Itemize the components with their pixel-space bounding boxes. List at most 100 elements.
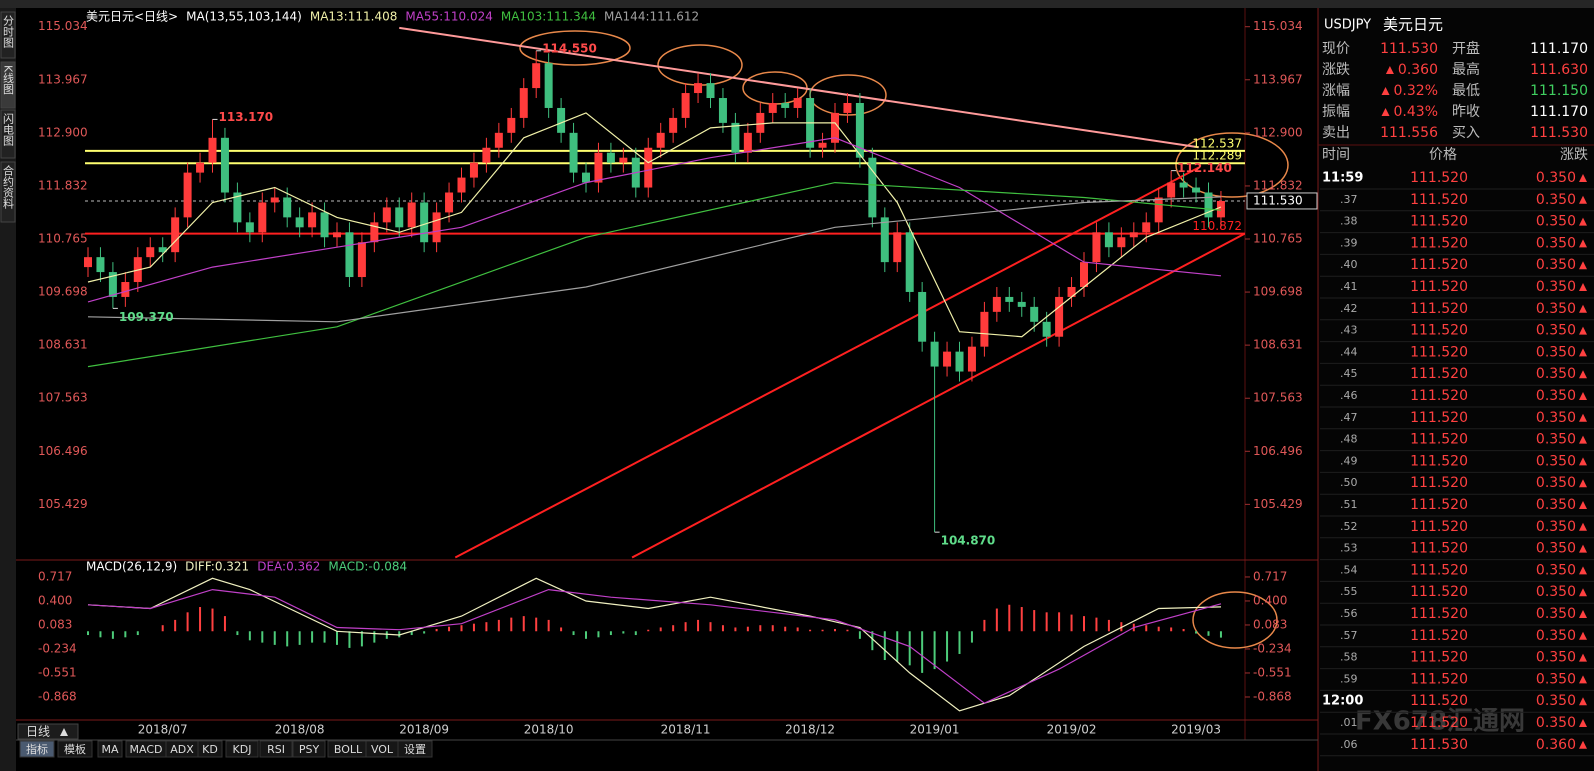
tick-change: 0.350	[1536, 432, 1576, 448]
bottom-tab-label[interactable]: KDJ	[233, 743, 252, 756]
candle-body	[258, 202, 267, 233]
quote-label: 振幅	[1322, 104, 1350, 120]
chart-title: MACD(26,12,9)	[86, 560, 177, 574]
candle-body	[108, 272, 117, 297]
quote-value: 0.360	[1398, 62, 1438, 78]
up-arrow	[1579, 174, 1587, 182]
tick-time: .48	[1340, 433, 1358, 446]
tick-time: .40	[1340, 258, 1358, 271]
bottom-tab[interactable]	[292, 740, 326, 758]
period-tab[interactable]: 日线	[26, 725, 50, 739]
up-arrow	[1579, 326, 1587, 335]
bottom-tab-label[interactable]: MA	[101, 743, 118, 756]
tick-price: 111.520	[1410, 279, 1468, 295]
annotation-label: 112.140	[1177, 161, 1232, 175]
sidebar-tab[interactable]	[0, 161, 16, 223]
last-price-label: 111.530	[1253, 193, 1303, 207]
period-arrow[interactable]	[60, 728, 68, 736]
candle-body	[308, 212, 317, 228]
tick-price: 111.520	[1410, 192, 1468, 208]
bottom-tab-label[interactable]: 模板	[64, 742, 86, 756]
bottom-tab[interactable]	[259, 740, 293, 758]
sidebar-tab-label[interactable]: 分时图	[2, 15, 15, 49]
highlight-circle	[1175, 132, 1289, 198]
bottom-tab-label[interactable]: RSI	[267, 743, 285, 756]
symbol-name: 美元日元	[1383, 16, 1443, 34]
candle-body	[1167, 182, 1176, 198]
tick-change: 0.350	[1536, 541, 1576, 557]
y-tick-label: 0.400	[1253, 593, 1287, 607]
tick-time: .06	[1340, 738, 1358, 751]
sidebar-tab-label[interactable]: 闪电图	[2, 112, 15, 147]
candle-body	[967, 346, 976, 372]
trend-line	[454, 166, 1200, 559]
macd-line	[87, 588, 1222, 704]
bottom-tab-label[interactable]: MACD	[130, 743, 163, 756]
tick-time: .52	[1340, 520, 1358, 533]
bottom-tab-label[interactable]: 指标	[26, 742, 48, 756]
legend-entry: DEA:0.362	[257, 560, 320, 574]
y-tick-label: -0.234	[38, 641, 77, 655]
sidebar-tab[interactable]	[0, 11, 16, 59]
sidebar-tab-label[interactable]: K线图	[2, 65, 15, 95]
candle-body	[158, 247, 167, 253]
candle-body	[320, 212, 329, 238]
tick-time: .44	[1340, 345, 1358, 358]
candle-body	[1092, 232, 1101, 263]
bottom-tab[interactable]	[397, 740, 433, 758]
table-header: 价格	[1429, 147, 1457, 163]
tick-change: 0.350	[1536, 628, 1576, 644]
bottom-tab[interactable]	[225, 740, 259, 758]
legend-entry: MA103:111.344	[501, 10, 596, 24]
candle-body	[1154, 197, 1163, 223]
y-tick-label: 108.631	[38, 338, 88, 352]
up-arrow	[1579, 413, 1587, 422]
candle-body	[930, 341, 939, 367]
candle-body	[233, 192, 242, 223]
y-tick-label: -0.551	[1253, 665, 1292, 679]
bottom-tab[interactable]	[97, 740, 123, 758]
candle-body	[831, 112, 839, 143]
sidebar-tab[interactable]	[0, 109, 16, 159]
candle-body	[669, 117, 678, 133]
x-tick-label: 2018/11	[661, 723, 711, 737]
tick-price: 111.520	[1410, 497, 1468, 513]
bottom-tab-label[interactable]: PSY	[299, 743, 320, 756]
quote-value: 111.530	[1380, 41, 1438, 57]
candle-body	[905, 232, 914, 292]
quote-label: 现价	[1322, 41, 1350, 57]
annotation-label: 113.170	[219, 110, 274, 124]
quote-value: 111.630	[1530, 62, 1588, 78]
tick-price: 111.520	[1410, 650, 1468, 666]
candle-body	[395, 207, 404, 228]
tick-time: .49	[1340, 454, 1358, 467]
up-arrow	[1579, 457, 1587, 466]
tick-change: 0.350	[1536, 192, 1576, 208]
bottom-tab-label[interactable]: VOL	[371, 743, 394, 756]
trend-line	[399, 26, 1199, 149]
bottom-tab-label[interactable]: KD	[202, 743, 218, 756]
tick-price: 111.520	[1410, 301, 1468, 317]
bottom-tab[interactable]	[57, 740, 93, 758]
bottom-tab-label[interactable]: BOLL	[334, 743, 363, 756]
bottom-tab-label[interactable]: ADX	[170, 743, 194, 756]
sidebar-tab[interactable]	[0, 61, 16, 109]
tick-change: 0.350	[1536, 410, 1576, 426]
up-arrow	[1579, 631, 1587, 640]
y-tick-label: 115.034	[38, 19, 88, 33]
bottom-tab-label[interactable]: 设置	[404, 743, 426, 756]
tick-time: .58	[1340, 651, 1358, 664]
symbol: USDJPY	[1324, 18, 1371, 33]
annotation-label: 114.550	[542, 41, 597, 55]
sidebar-tab-label[interactable]: 合约资料	[2, 164, 15, 210]
up-arrow	[1579, 740, 1587, 749]
quote-value: 111.530	[1530, 125, 1588, 141]
bottom-tab[interactable]	[197, 740, 223, 758]
y-tick-label: 105.429	[1253, 497, 1303, 511]
y-tick-label: 106.496	[38, 444, 88, 458]
candle-body	[295, 217, 304, 228]
tick-change: 0.350	[1536, 497, 1576, 513]
candle-body	[407, 202, 416, 228]
bottom-tab[interactable]	[19, 740, 55, 758]
candle-body	[519, 88, 528, 118]
